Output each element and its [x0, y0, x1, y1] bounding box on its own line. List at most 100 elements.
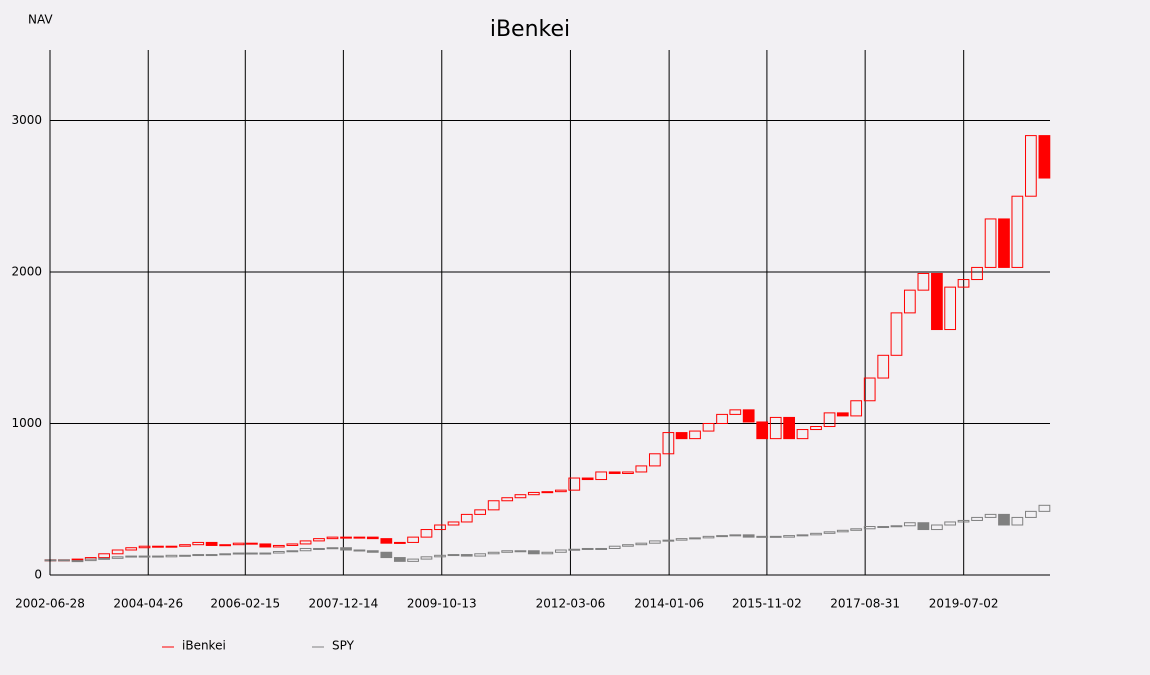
candle: [702, 535, 715, 539]
candle: [353, 549, 366, 552]
candle: [635, 542, 648, 546]
candle: [71, 560, 84, 563]
y-tick-label: 1000: [11, 416, 42, 430]
y-axis-label: NAV: [28, 13, 53, 27]
candle: [501, 550, 514, 553]
candle: [527, 491, 540, 496]
candle: [353, 536, 366, 539]
candle: [1025, 510, 1037, 518]
candle: [125, 547, 138, 551]
candle: [608, 545, 621, 549]
legend-label: SPY: [332, 639, 355, 653]
candle: [917, 522, 930, 531]
candle: [272, 551, 285, 554]
candle: [971, 516, 983, 521]
candle: [165, 554, 178, 558]
candle: [232, 542, 245, 546]
candle: [514, 550, 527, 553]
candle: [286, 550, 299, 553]
candle: [84, 558, 97, 562]
candle: [877, 354, 890, 379]
candle: [648, 540, 661, 544]
candle: [366, 536, 379, 540]
candle: [662, 539, 675, 542]
candle: [326, 547, 339, 550]
plot-area: [44, 135, 1051, 563]
candle: [232, 552, 245, 555]
x-tick-label: 2007-12-14: [309, 597, 379, 611]
candle: [326, 536, 339, 540]
candle: [487, 551, 500, 555]
candle: [1038, 135, 1051, 179]
x-tick-label: 2012-03-06: [536, 597, 606, 611]
candle: [380, 538, 393, 544]
candle: [769, 416, 782, 440]
candle: [581, 477, 594, 481]
candle: [299, 547, 312, 552]
candle: [568, 477, 581, 491]
candle: [152, 555, 164, 558]
candle: [246, 542, 258, 545]
candle: [152, 545, 164, 548]
candle: [1025, 135, 1037, 197]
candle: [111, 556, 124, 559]
candle: [434, 524, 446, 531]
candle: [138, 545, 151, 549]
candle: [192, 541, 205, 546]
candle: [460, 513, 473, 523]
candle: [246, 552, 258, 555]
candle: [205, 554, 218, 557]
candle: [71, 558, 84, 561]
candle: [514, 494, 527, 499]
candle: [460, 554, 473, 557]
candle: [541, 491, 554, 494]
candle: [890, 312, 903, 356]
candle: [165, 545, 178, 548]
candle: [340, 547, 352, 551]
x-tick-label: 2002-06-28: [15, 597, 85, 611]
candle: [272, 544, 285, 548]
candle: [259, 543, 272, 548]
candle: [179, 554, 191, 557]
candle: [890, 525, 903, 528]
candle: [823, 531, 836, 534]
candle: [810, 426, 822, 431]
candle: [541, 551, 554, 555]
candle: [810, 532, 822, 536]
candle: [219, 544, 232, 547]
candle: [998, 513, 1010, 526]
candle: [125, 555, 138, 558]
y-tick-label: 0: [34, 568, 42, 582]
candle: [635, 465, 648, 473]
candle: [903, 522, 916, 527]
candle: [850, 528, 863, 531]
candle: [313, 538, 325, 542]
candle: [716, 413, 728, 424]
candle: [366, 550, 379, 553]
chart-title: iBenkei: [490, 17, 570, 42]
candle: [689, 430, 701, 440]
candle: [783, 535, 795, 538]
candle: [796, 534, 809, 537]
candle: [474, 553, 487, 557]
candle: [729, 534, 742, 537]
candle: [877, 526, 890, 529]
candle: [971, 266, 983, 281]
candle: [863, 526, 876, 530]
legend-label: iBenkei: [182, 639, 226, 653]
y-tick-label: 2000: [11, 264, 42, 278]
candle: [689, 537, 701, 540]
candle: [219, 553, 232, 556]
candle: [742, 409, 755, 423]
candle: [823, 412, 836, 428]
candle: [487, 500, 500, 511]
candle: [622, 471, 634, 474]
candle: [702, 422, 715, 432]
candle: [957, 519, 970, 523]
candle: [340, 536, 352, 539]
candle: [420, 529, 433, 538]
candle: [1011, 195, 1024, 268]
x-tick-label: 2017-08-31: [830, 597, 900, 611]
candle: [393, 541, 406, 544]
candle: [931, 272, 943, 331]
